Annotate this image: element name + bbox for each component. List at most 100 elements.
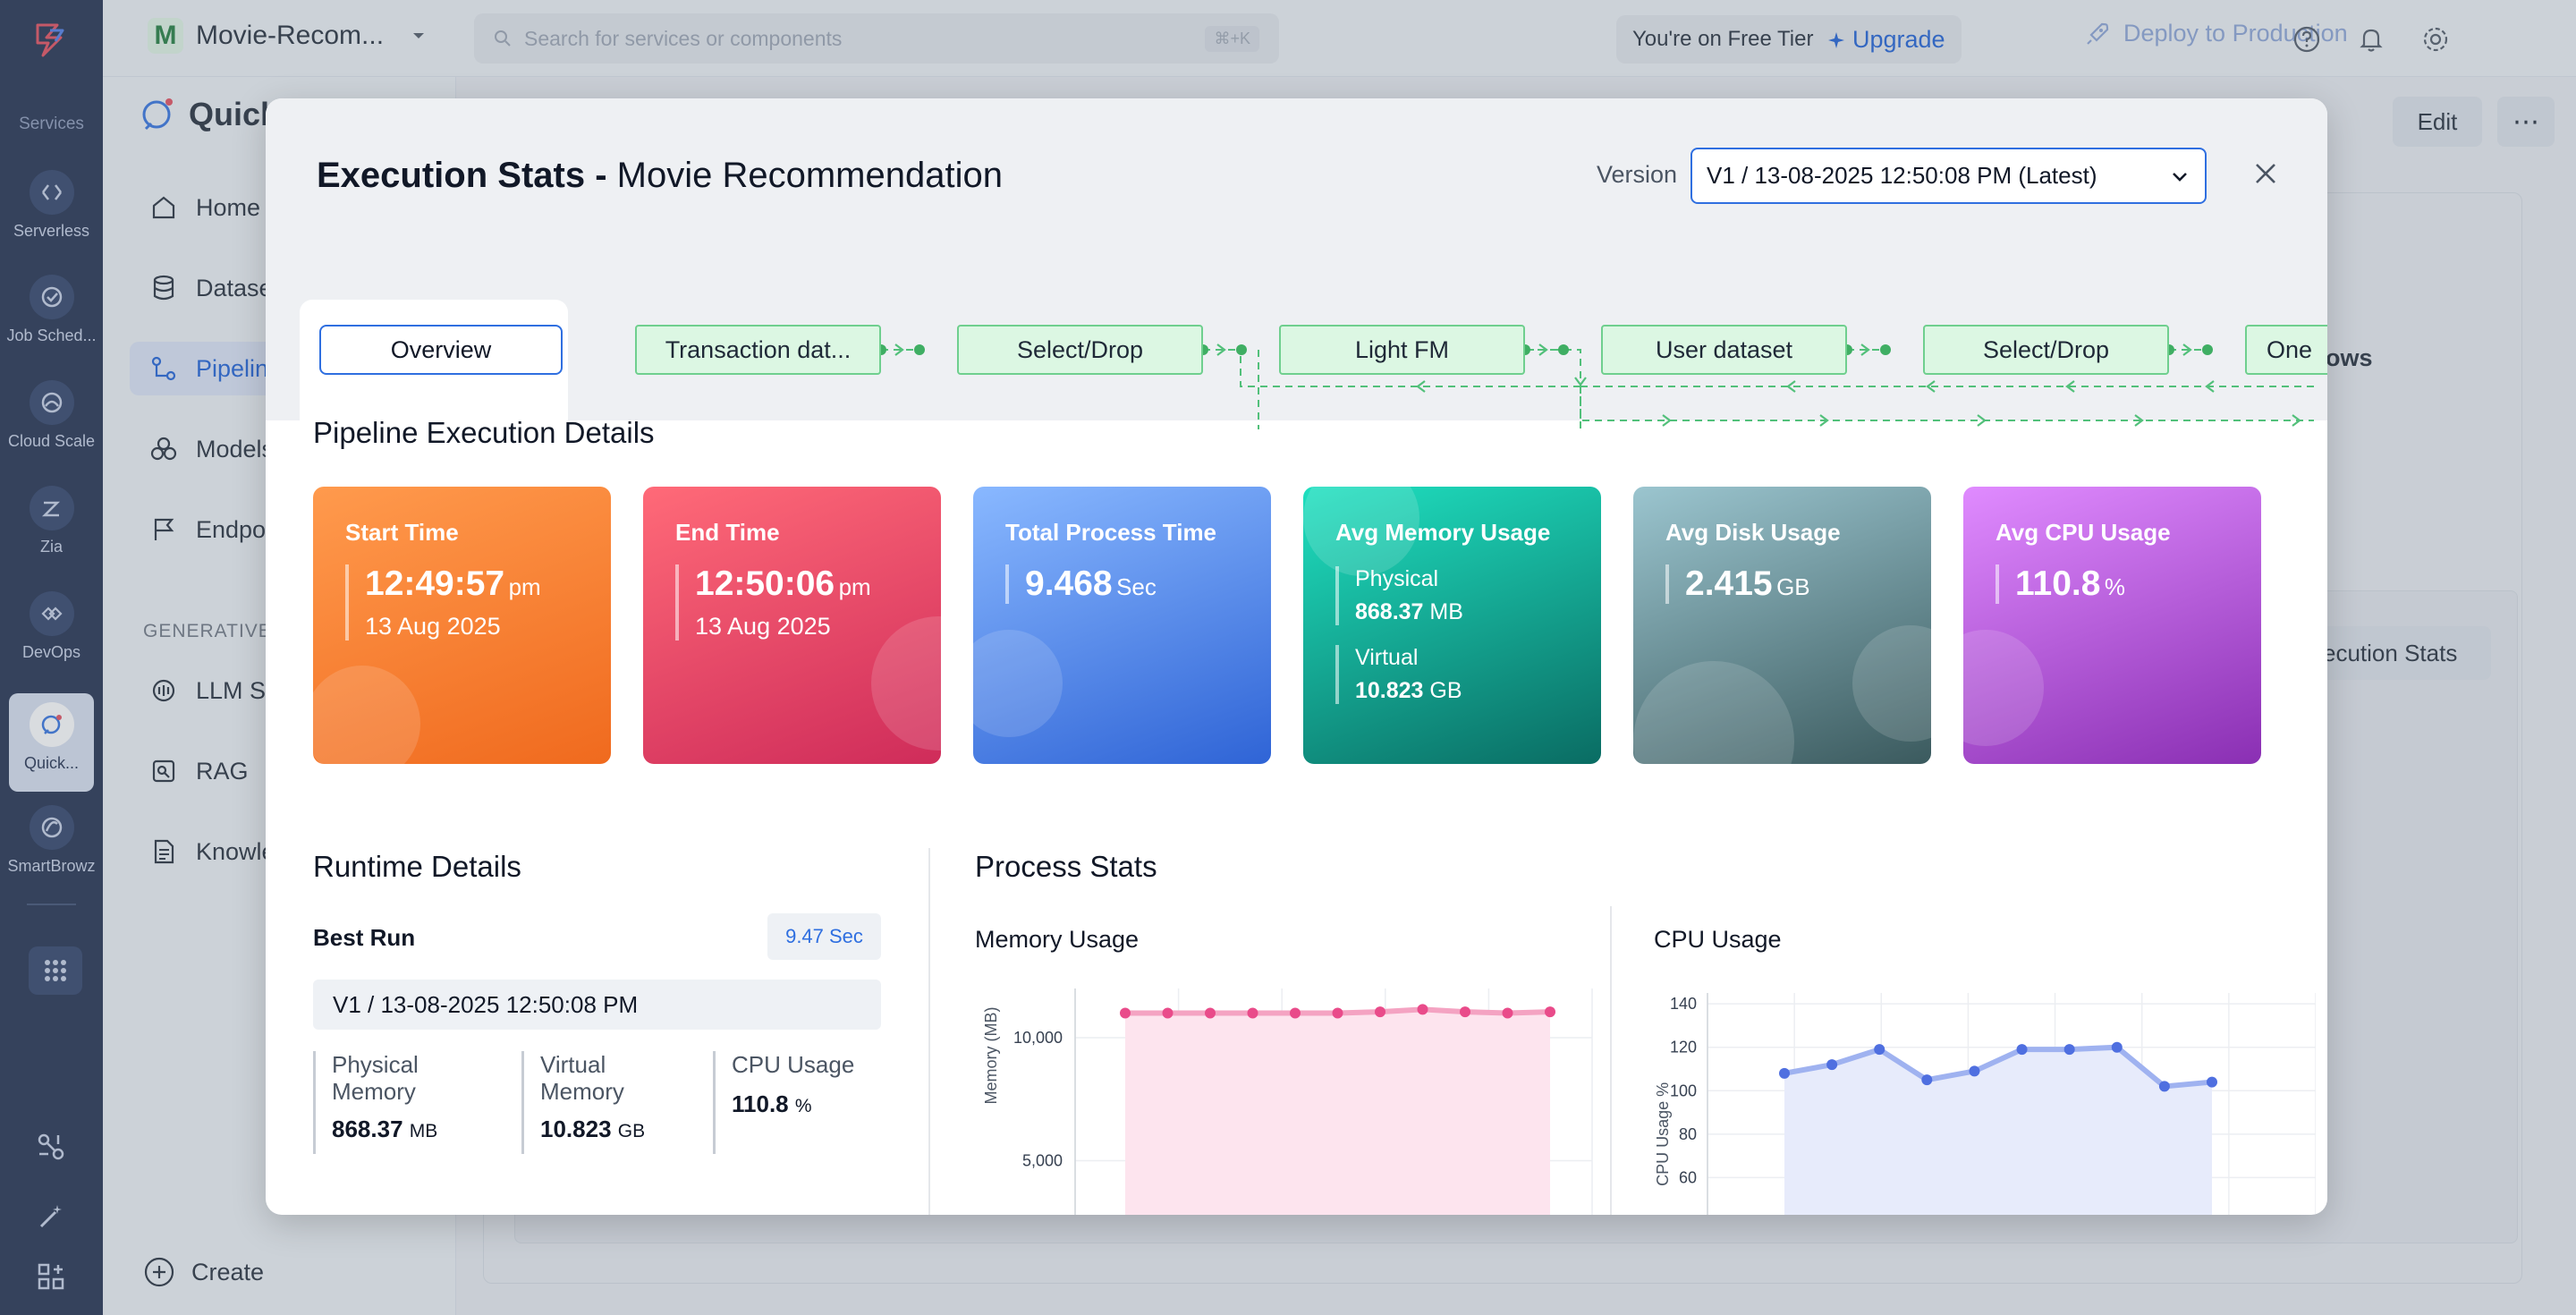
card-value: 12:50:06 pm 13 Aug 2025: [675, 564, 941, 641]
version-select[interactable]: V1 / 13-08-2025 12:50:08 PM (Latest): [1690, 148, 2207, 204]
cpu-point: [1826, 1059, 1838, 1071]
widgets-icon[interactable]: [36, 1261, 66, 1292]
rail-item-quickml[interactable]: Quick...: [9, 693, 94, 792]
upgrade-label: Upgrade: [1852, 25, 1945, 53]
sparkle-icon: [1828, 31, 1845, 48]
process-time-value: 9.468: [1025, 564, 1113, 603]
sidebar-item-rag[interactable]: RAG: [130, 744, 434, 798]
version-value: V1 / 13-08-2025 12:50:08 PM (Latest): [1707, 162, 2097, 189]
card-value: 110.8 %: [1996, 564, 2261, 604]
rail-divider: [27, 904, 76, 905]
pipeline-node[interactable]: Transaction dat...: [635, 325, 881, 375]
sidebar-item-knowledge[interactable]: Knowle: [130, 825, 434, 878]
pipeline-node[interactable]: User dataset: [1601, 325, 1847, 375]
chevron-down-icon: [2173, 172, 2187, 182]
process-time-unit: Sec: [1116, 573, 1157, 600]
cpu-point: [2207, 1076, 2217, 1088]
upgrade-link[interactable]: Upgrade: [1827, 26, 1945, 54]
rail-item-devops[interactable]: DevOps: [0, 591, 103, 690]
pipeline-node[interactable]: Light FM: [1279, 325, 1525, 375]
create-button[interactable]: Create: [143, 1256, 264, 1288]
more-options-button[interactable]: ⋯: [2497, 97, 2555, 147]
cpu-point: [2111, 1041, 2123, 1053]
models-icon: [150, 437, 177, 461]
disk-value: 2.415: [1685, 564, 1773, 603]
cpu-line: [1784, 1044, 2213, 1090]
sidebar-item-models[interactable]: Models: [130, 422, 434, 476]
edit-button[interactable]: Edit: [2393, 97, 2482, 147]
rail-item-serverless[interactable]: Serverless: [0, 170, 103, 268]
rail-item-label: Cloud Scale: [7, 432, 96, 450]
y-tick-label: 80: [1679, 1125, 1697, 1143]
runtime-cpu-usage: CPU Usage 110.8 %: [713, 1051, 892, 1154]
memory-usage-chart: 5,000 10,000 Memory (MB): [982, 988, 1593, 1215]
flag-icon: [154, 518, 174, 540]
metric-value: 110.8: [732, 1090, 789, 1117]
rail-item-label: Serverless: [13, 222, 90, 240]
sidebar-item-endpoints[interactable]: Endpoi: [130, 503, 434, 556]
pipeline-icon: [151, 356, 176, 381]
best-run-badge: 9.47 Sec: [767, 913, 881, 960]
connections-icon[interactable]: [36, 1132, 66, 1162]
column-divider: [928, 848, 930, 1215]
tier-text: You're on Free Tier: [1632, 27, 1814, 51]
overview-tab[interactable]: Overview: [319, 325, 563, 375]
y-tick-label: 10,000: [1013, 1029, 1063, 1047]
sidebar-section-generative: GENERATIVE: [143, 621, 272, 641]
sidebar-item-datasets[interactable]: Datase: [130, 261, 434, 315]
rail-item-smartbrowz[interactable]: SmartBrowz: [0, 805, 103, 904]
card-label: Avg CPU Usage: [1996, 519, 2171, 546]
catalyst-logo-icon[interactable]: [30, 20, 72, 61]
sidebar-title: Quick: [139, 95, 278, 134]
memory-upper-point: [1545, 1006, 1555, 1018]
memory-physical-value: 868.37: [1355, 599, 1424, 624]
cpu-point: [1921, 1074, 1933, 1086]
y-tick-label: 120: [1670, 1039, 1697, 1056]
llm-icon: [152, 679, 175, 702]
devops-icon: [29, 591, 74, 636]
quickml-icon: [29, 702, 74, 747]
search-input[interactable]: Search for services or components ⌘+K: [474, 13, 1279, 64]
cpu-point: [1779, 1067, 1790, 1079]
rail-item-zia[interactable]: Zia: [0, 486, 103, 584]
help-icon[interactable]: [2291, 23, 2323, 55]
quickml-logo-icon: [142, 98, 173, 131]
card-label: Start Time: [345, 519, 459, 546]
memory-upper-point: [1375, 1006, 1385, 1018]
cpu-point: [1874, 1044, 1885, 1056]
sidebar-item-llm[interactable]: LLM Se: [130, 664, 434, 717]
memory-upper-point: [1290, 1007, 1301, 1019]
project-switcher[interactable]: M Movie-Recom...: [148, 18, 428, 54]
end-time-unit: pm: [838, 573, 871, 600]
sidebar-item-label: Models: [196, 435, 275, 462]
bell-icon[interactable]: [2355, 23, 2387, 55]
pipeline-node[interactable]: One: [2245, 325, 2327, 375]
apps-grid-button[interactable]: [29, 946, 82, 995]
metric-label: Virtual: [540, 1051, 606, 1078]
rail-item-cloud-scale[interactable]: Cloud Scale: [0, 380, 103, 479]
cpu-value: 110.8: [2015, 564, 2101, 603]
metric-label: Memory: [332, 1078, 416, 1105]
cpu-unit: %: [2104, 573, 2126, 600]
rail-item-job-scheduler[interactable]: Job Sched...: [0, 275, 103, 373]
y-tick-label: 100: [1670, 1082, 1697, 1099]
cpu-area: [1784, 1047, 2212, 1215]
start-time-unit: pm: [508, 573, 541, 600]
sidebar-item-home[interactable]: Home: [130, 181, 434, 234]
rail-item-label: SmartBrowz: [7, 857, 96, 875]
create-label: Create: [191, 1258, 265, 1285]
memory-virtual-label: Virtual: [1355, 645, 1419, 670]
metric-label: Physical: [332, 1051, 419, 1078]
pipeline-node[interactable]: Select/Drop: [1923, 325, 2169, 375]
cpu-point: [1969, 1065, 1980, 1077]
avg-memory-card: Avg Memory Usage Physical 868.37 MB Virt…: [1303, 487, 1601, 764]
close-icon[interactable]: [2250, 157, 2282, 190]
gear-icon[interactable]: [2419, 23, 2452, 55]
sidebar-title-text: Quick: [189, 96, 279, 132]
sidebar-item-label: LLM Se: [196, 676, 280, 704]
pipeline-node[interactable]: Select/Drop: [957, 325, 1203, 375]
magic-wand-icon[interactable]: [36, 1201, 66, 1232]
metric-label: Memory: [540, 1078, 624, 1105]
version-label: Version: [1597, 161, 1678, 188]
runtime-virtual-memory: Virtual Memory 10.823 GB: [521, 1051, 709, 1154]
